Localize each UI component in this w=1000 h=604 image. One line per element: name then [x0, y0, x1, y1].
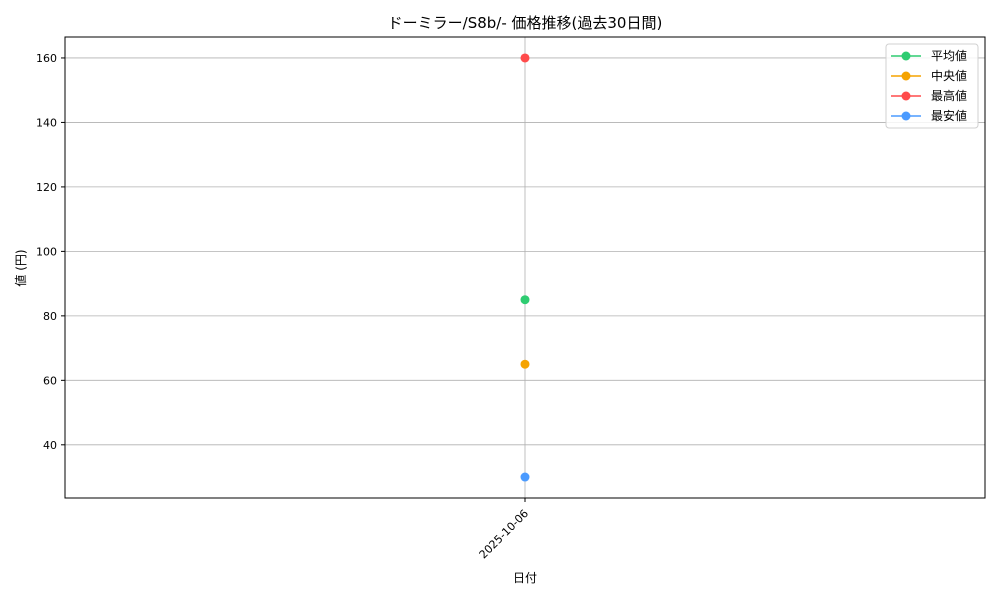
x-tick-label: 2025-10-06 [477, 507, 531, 561]
legend-marker [901, 71, 911, 81]
data-point [520, 53, 530, 63]
y-tick-label: 80 [43, 310, 57, 323]
legend-marker [901, 51, 911, 61]
data-points [520, 53, 530, 482]
y-tick-label: 120 [36, 181, 57, 194]
data-point [520, 472, 530, 482]
y-tick-label: 160 [36, 52, 57, 65]
y-tick-label: 100 [36, 245, 57, 258]
y-tick-label: 40 [43, 439, 57, 452]
y-axis-label: 値 (円) [13, 249, 28, 286]
legend-label: 最高値 [931, 88, 967, 103]
legend-label: 最安値 [931, 108, 967, 123]
data-point [520, 359, 530, 369]
y-tick-label: 140 [36, 116, 57, 129]
grid [65, 37, 985, 498]
chart-title: ドーミラー/S8b/- 価格推移(過去30日間) [388, 14, 663, 32]
y-axis: 40 60 80 100 120 140 160 [36, 52, 65, 452]
legend-marker [901, 111, 911, 121]
x-axis-label: 日付 [513, 571, 537, 585]
x-axis: 2025-10-06 [477, 498, 531, 561]
legend-box [885, 43, 979, 129]
legend-marker [901, 91, 911, 101]
data-point [520, 295, 530, 305]
legend-label: 平均値 [931, 48, 967, 63]
plot-frame [64, 36, 986, 499]
y-tick-label: 60 [43, 374, 57, 387]
legend-label: 中央値 [931, 68, 967, 83]
